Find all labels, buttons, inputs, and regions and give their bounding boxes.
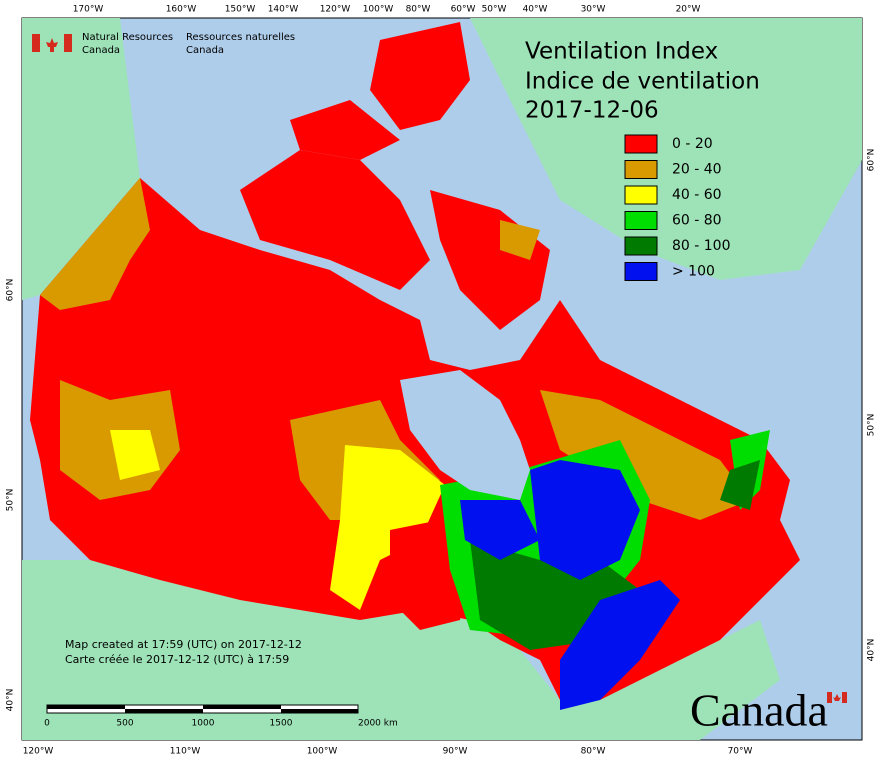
graticule-label: 40°N — [6, 689, 16, 712]
scale-label: 1500 — [270, 719, 293, 729]
scale-bar: 0 500 1000 1500 2000 km — [44, 704, 398, 729]
graticule-label: 100°W — [363, 5, 394, 15]
legend-swatch — [624, 160, 658, 179]
graticule-label: 140°W — [268, 5, 299, 15]
legend-label: 20 - 40 — [672, 162, 722, 178]
graticule-label: 160°W — [166, 5, 197, 15]
graticule-label: 120°W — [23, 747, 54, 757]
legend-swatch — [624, 185, 658, 205]
title: Indice de ventilation — [525, 69, 760, 95]
graticule-label: 40°N — [867, 639, 877, 662]
graticule-label: 20°W — [676, 5, 701, 15]
graticule-label: 50°N — [6, 489, 16, 512]
graticule-label: 120°W — [320, 5, 351, 15]
legend-label: > 100 — [672, 264, 715, 280]
agency-en: Natural Resources — [82, 32, 173, 43]
graticule-label: 110°W — [170, 747, 201, 757]
legend-label: 60 - 80 — [672, 213, 722, 229]
title: 2017-12-06 — [525, 98, 659, 124]
graticule-label: 50°W — [482, 5, 507, 15]
government-signature: Natural Resources Canada Ressources natu… — [32, 32, 295, 56]
graticule-label: 60°N — [6, 279, 16, 302]
wordmark: Canada — [690, 685, 828, 736]
agency-fr: Ressources naturelles — [186, 32, 295, 43]
legend-label: 40 - 60 — [672, 187, 722, 203]
legend-swatch — [624, 236, 658, 256]
graticule-label: 170°W — [73, 5, 104, 15]
legend-swatch — [624, 262, 658, 281]
graticule-label: 80°W — [581, 747, 606, 757]
scale-label: 500 — [116, 719, 133, 729]
graticule-label: 150°W — [225, 5, 256, 15]
graticule-label: 50°N — [867, 414, 877, 437]
canada-land — [30, 22, 800, 710]
wordmark-flag — [827, 692, 847, 703]
legend-swatch — [624, 211, 658, 230]
graticule-label: 80°W — [406, 5, 431, 15]
scale-label: 2000 km — [358, 719, 398, 729]
graticule-label: 40°W — [523, 5, 548, 15]
note: Carte créée le 2017-12-12 (UTC) à 17:59 — [65, 653, 289, 666]
graticule-label: 60°N — [867, 149, 877, 172]
legend-swatch — [624, 134, 658, 154]
agency-en: Canada — [82, 45, 120, 56]
foreign-land — [22, 18, 862, 740]
graticule-label: 70°W — [728, 747, 753, 757]
scale-label: 0 — [44, 719, 50, 729]
graticule-label: 90°W — [443, 747, 468, 757]
graticule-labels: 170°W 160°W 150°W 140°W 120°W 100°W 80°W 60°W 50… — [6, 5, 877, 757]
graticule-label: 60°W — [451, 5, 476, 15]
graticule-label: 100°W — [307, 747, 338, 757]
note: Map created at 17:59 (UTC) on 2017-12-12 — [65, 638, 302, 651]
legend-label: 0 - 20 — [672, 136, 713, 152]
title: Ventilation Index — [525, 39, 718, 65]
legend: 0 - 20 20 - 40 40 - 60 60 - 80 80 - 100 > 100 — [624, 134, 731, 281]
scale-label: 1000 — [192, 719, 215, 729]
graticule-label: 30°W — [581, 5, 606, 15]
agency-fr: Canada — [186, 45, 224, 56]
legend-label: 80 - 100 — [672, 238, 731, 254]
